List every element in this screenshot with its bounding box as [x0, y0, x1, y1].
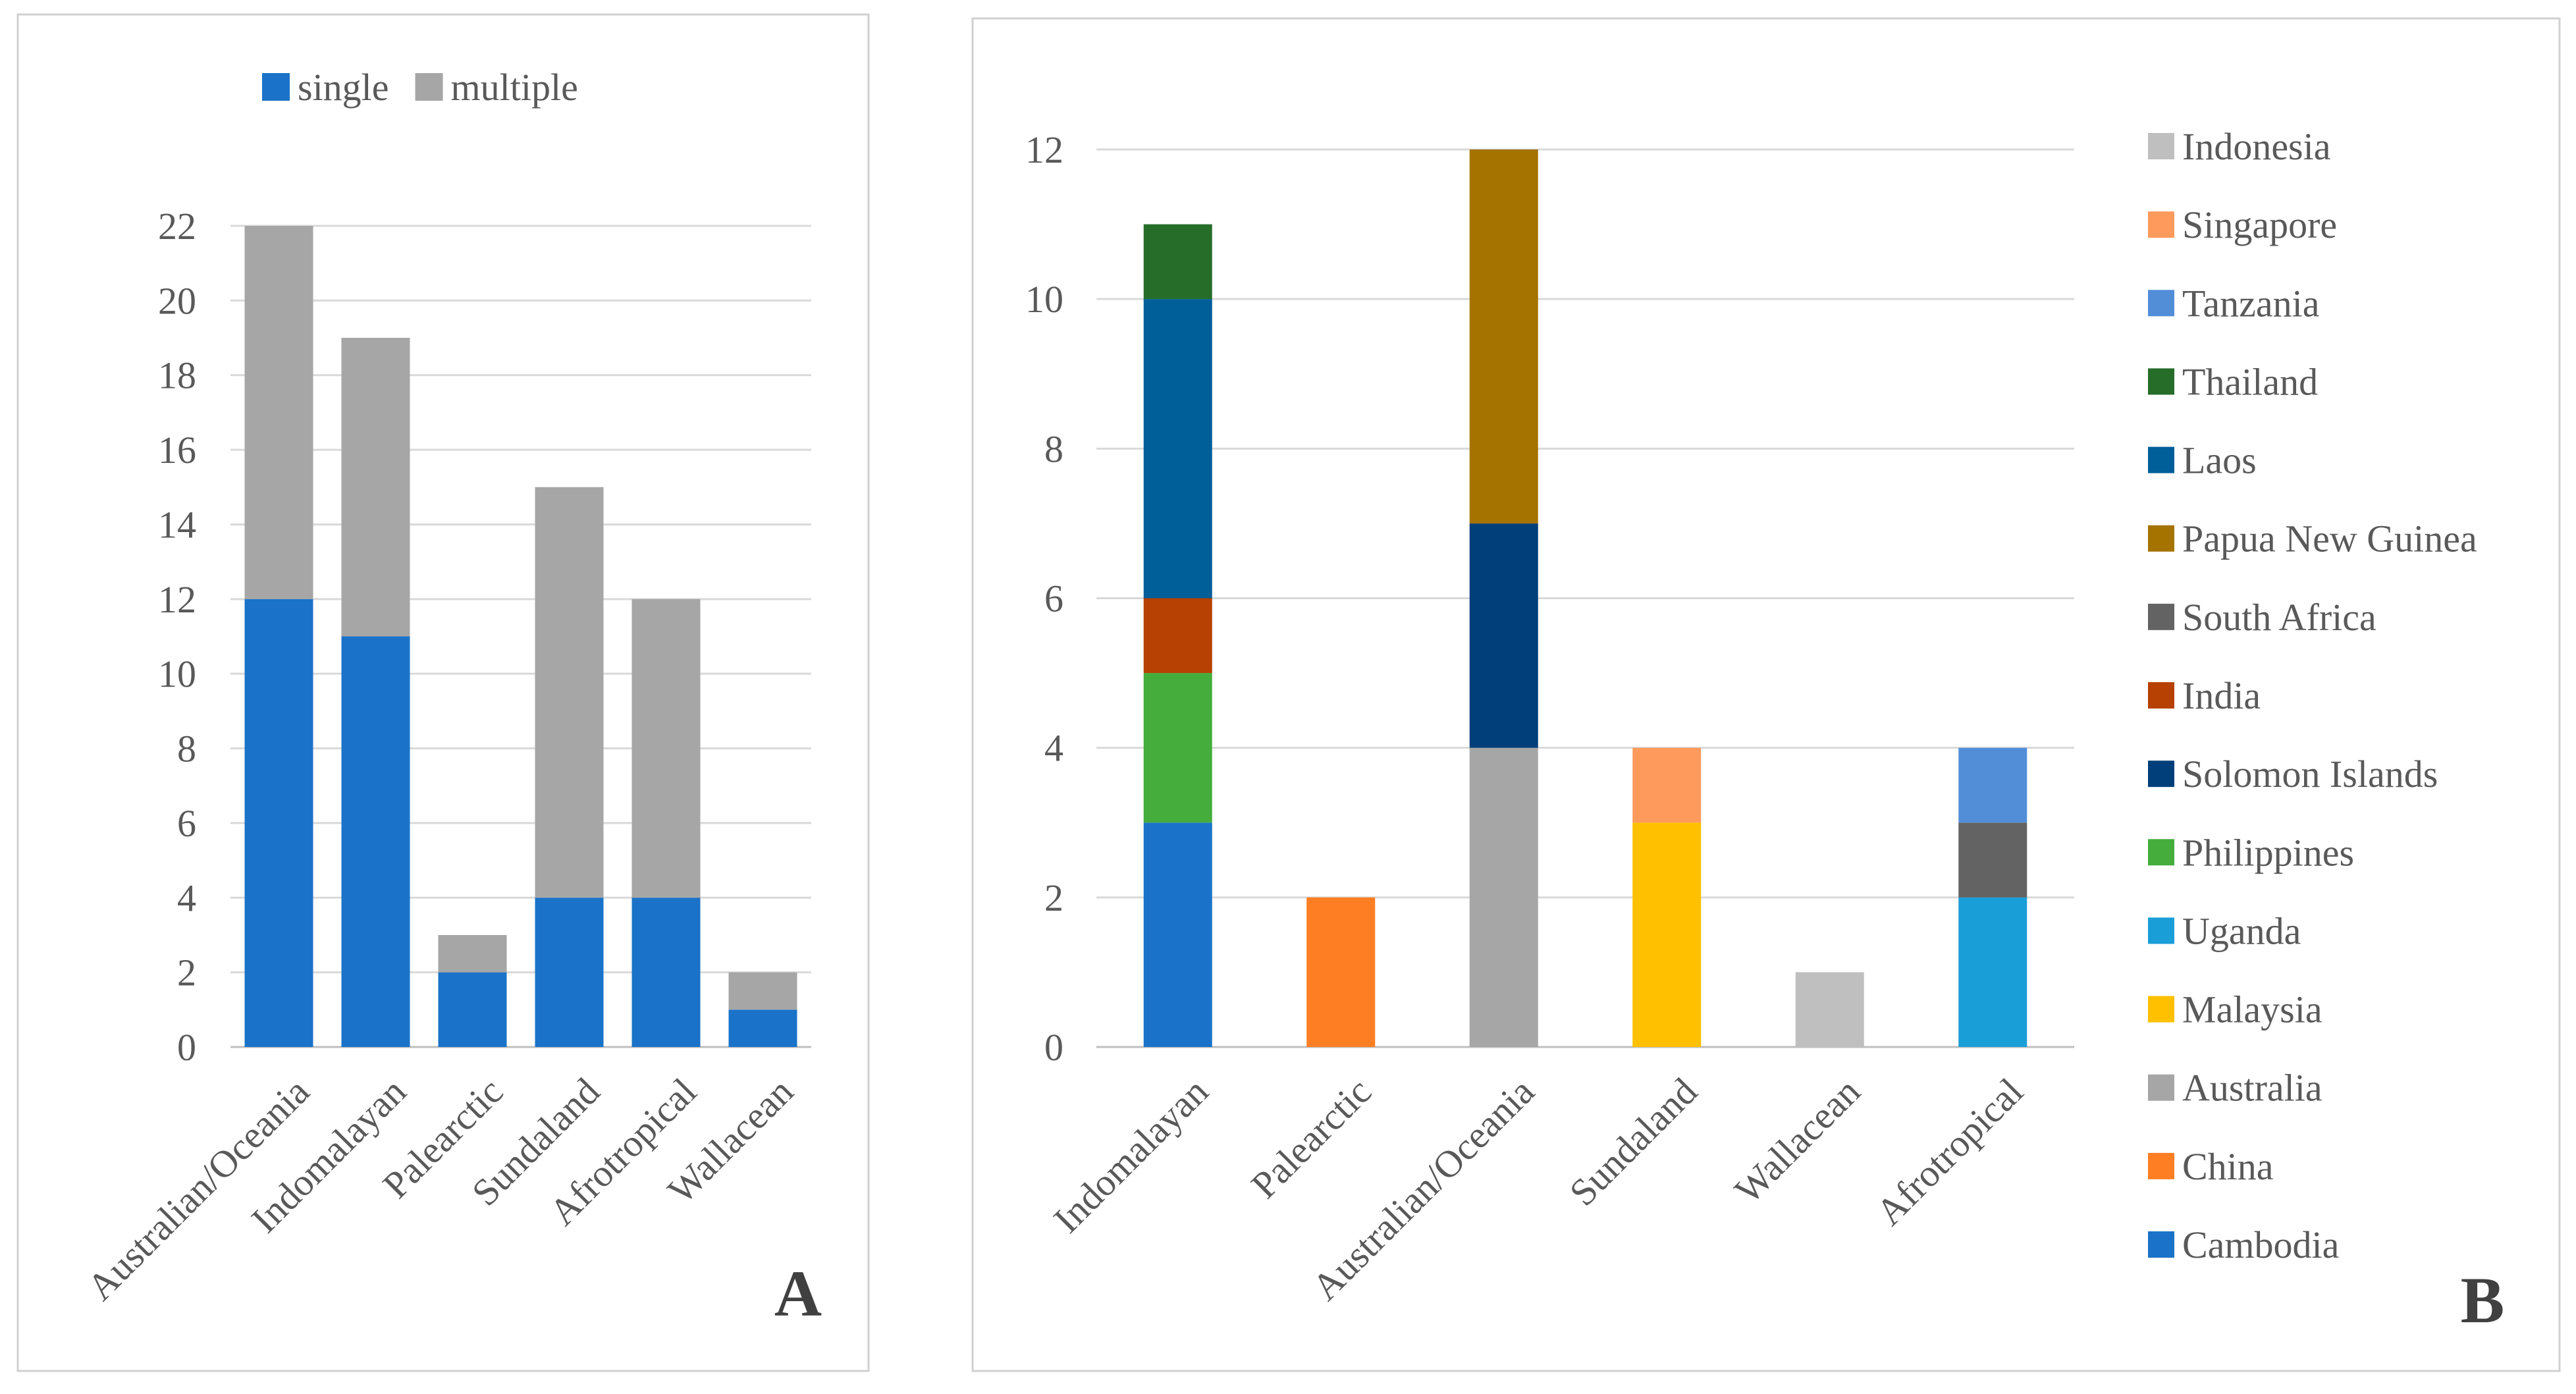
bar-segment — [1958, 897, 2027, 1047]
bar-segment — [244, 599, 313, 1047]
bar-segment — [341, 338, 410, 637]
y-tick-label: 10 — [1025, 278, 1063, 321]
legend-label: multiple — [451, 66, 578, 109]
bar-segment — [1795, 972, 1864, 1047]
bar-segment — [728, 1009, 797, 1047]
legend-label: Malaysia — [2182, 988, 2322, 1031]
legend-swatch — [262, 73, 290, 101]
legend-label: China — [2182, 1145, 2274, 1188]
panel-b-y-tick-labels: 0 2 4 6 8 10 12 — [1025, 128, 1063, 1069]
bar-segment — [341, 636, 410, 1047]
legend-label: Singapore — [2182, 203, 2337, 246]
y-tick-label: 6 — [177, 802, 196, 845]
legend-label: Philippines — [2182, 831, 2354, 874]
y-tick-label: 0 — [177, 1026, 196, 1069]
y-tick-label: 0 — [1044, 1026, 1063, 1069]
legend-label: Papua New Guinea — [2182, 518, 2477, 560]
bar-segment — [1958, 822, 2027, 898]
bar-segment — [438, 972, 507, 1047]
bar-segment — [1143, 299, 1212, 599]
bar-segment — [1143, 598, 1212, 674]
legend-swatch — [2148, 290, 2174, 317]
bar-segment — [1143, 822, 1212, 1047]
bar-segment — [1958, 747, 2027, 823]
panel-a-y-tick-labels: 0 2 4 6 8 10 12 14 16 18 20 22 — [158, 205, 196, 1069]
legend-label: Cambodia — [2182, 1223, 2339, 1266]
legend-label: South Africa — [2182, 596, 2376, 639]
panel-b-bars — [1143, 149, 2027, 1047]
bar-segment — [1143, 673, 1212, 823]
bar-segment — [728, 972, 797, 1010]
legend-label: Australia — [2182, 1067, 2322, 1110]
legend-label: Thailand — [2182, 360, 2318, 403]
panel-a-letter: A — [774, 1257, 822, 1330]
y-tick-label: 12 — [158, 578, 196, 621]
legend-swatch — [2148, 525, 2174, 552]
legend-swatch — [2148, 603, 2174, 630]
panel-a-bars — [244, 226, 797, 1047]
panel-a-legend: single multiple — [262, 66, 578, 109]
y-tick-label: 2 — [1044, 876, 1063, 919]
legend-swatch — [2148, 446, 2174, 473]
legend-label: Laos — [2182, 439, 2257, 482]
legend-swatch — [415, 73, 443, 101]
bar-segment — [535, 487, 604, 898]
legend-label: Indonesia — [2182, 125, 2331, 168]
bar-segment — [631, 599, 701, 898]
legend-swatch — [2148, 1231, 2174, 1258]
bar-segment — [1469, 149, 1538, 523]
bar-segment — [1632, 822, 1702, 1047]
y-tick-label: 16 — [158, 429, 196, 471]
y-tick-label: 10 — [158, 653, 196, 695]
legend-swatch — [2148, 761, 2174, 788]
bar-segment — [535, 898, 604, 1047]
panel-b-gridlines — [1096, 148, 2074, 1048]
legend-swatch — [2148, 996, 2174, 1023]
bar-segment — [1469, 747, 1538, 1047]
legend-swatch — [2148, 1152, 2174, 1179]
bar-segment — [1469, 523, 1538, 748]
legend-label: single — [298, 66, 389, 109]
bar-segment — [1632, 747, 1702, 823]
y-tick-label: 20 — [158, 279, 196, 322]
panel-b-letter: B — [2461, 1264, 2505, 1337]
bar-segment — [1143, 224, 1212, 300]
y-tick-label: 4 — [1044, 727, 1063, 770]
y-tick-label: 14 — [158, 503, 196, 546]
y-tick-label: 2 — [177, 952, 196, 994]
panel-b-frame — [971, 17, 2561, 1372]
bar-segment — [244, 226, 313, 599]
legend-swatch — [2148, 682, 2174, 709]
panel-b-legend: Indonesia Singapore Tanzania Thailand Laos Pa… — [2148, 125, 2477, 1266]
y-tick-label: 12 — [1025, 128, 1063, 171]
legend-label: Solomon Islands — [2182, 753, 2438, 795]
y-tick-label: 18 — [158, 354, 196, 397]
y-tick-label: 8 — [177, 728, 196, 770]
bar-segment — [1306, 897, 1376, 1047]
legend-label: Uganda — [2182, 909, 2301, 952]
legend-swatch — [2148, 368, 2174, 395]
y-tick-label: 6 — [1044, 577, 1063, 620]
panel-a-frame — [16, 13, 870, 1372]
legend-label: Tanzania — [2182, 282, 2319, 325]
y-tick-label: 4 — [177, 876, 196, 919]
legend-swatch — [2148, 917, 2174, 944]
panel-a-gridlines — [230, 225, 811, 1048]
legend-swatch — [2148, 133, 2174, 159]
bar-segment — [438, 934, 507, 973]
y-tick-label: 8 — [1044, 427, 1063, 470]
legend-label: India — [2182, 674, 2261, 717]
y-tick-label: 22 — [158, 205, 196, 248]
legend-swatch — [2148, 211, 2174, 238]
bar-segment — [631, 898, 701, 1047]
legend-swatch — [2148, 839, 2174, 866]
legend-swatch — [2148, 1074, 2174, 1101]
